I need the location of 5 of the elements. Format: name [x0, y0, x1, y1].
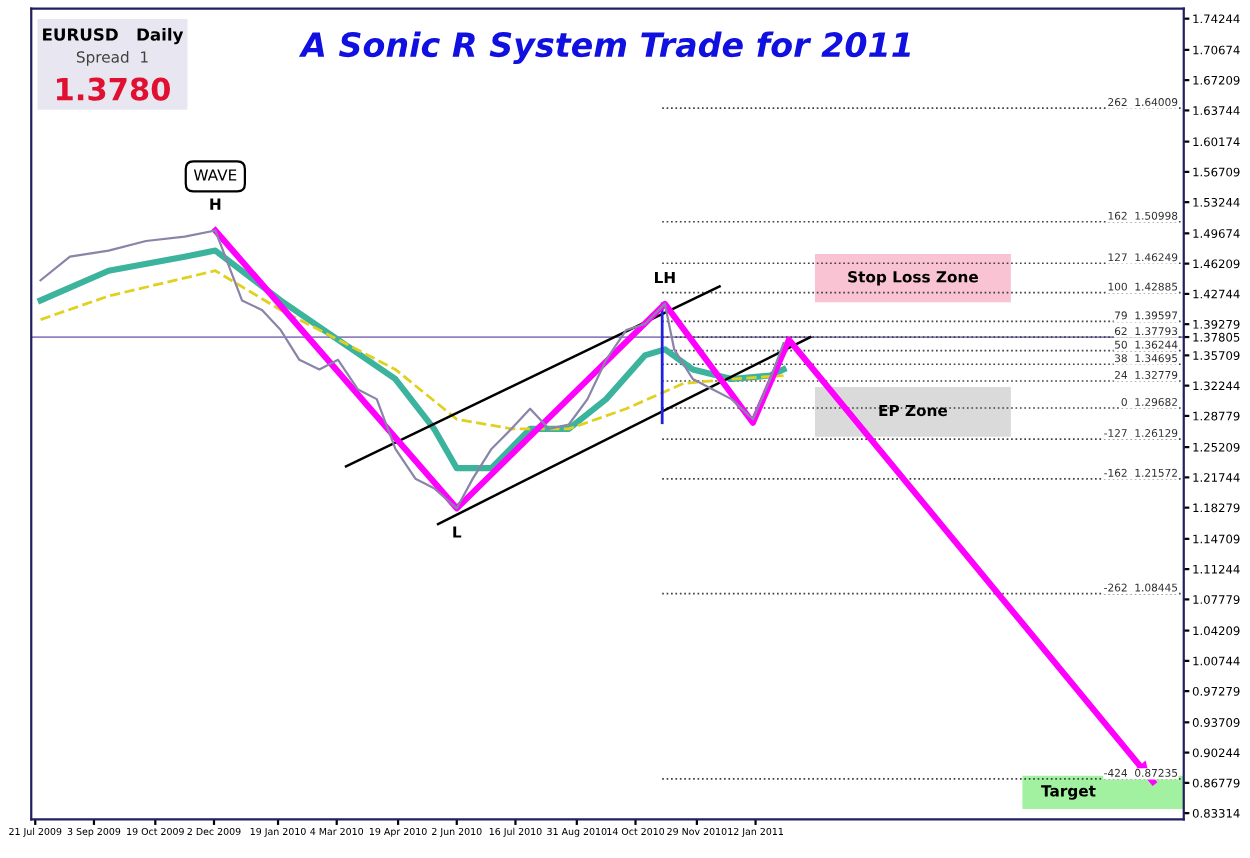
- text: A Sonic R System Trade for 2011: [298, 31, 911, 64]
- line-series: [39, 229, 785, 510]
- annotation: 1.3780: [56, 77, 170, 101]
- line-series: [39, 269, 785, 431]
- annotation: EURUSD Daily: [43, 27, 184, 45]
